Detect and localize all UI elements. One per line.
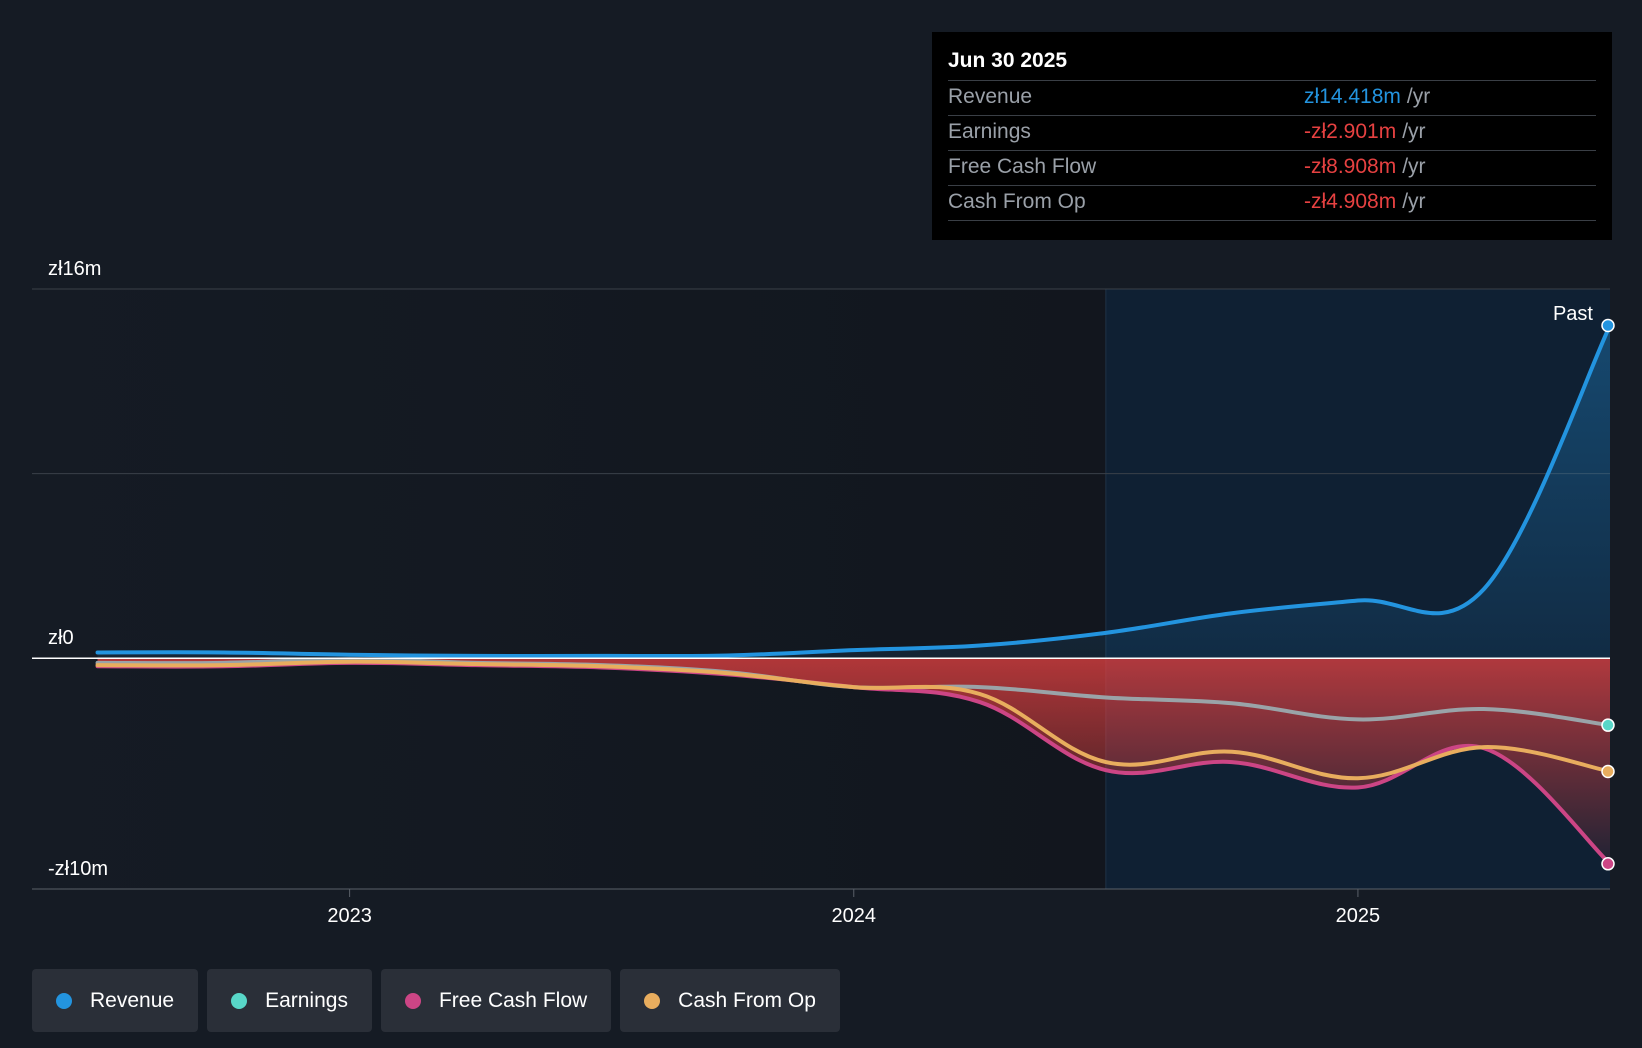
legend-dot-icon <box>56 992 72 1009</box>
revenue-line <box>95 323 1612 659</box>
tooltip-row-cash-from-op: Cash From Op -zł4.908m /yr <box>948 186 1596 221</box>
tooltip-unit: /yr <box>1402 190 1426 213</box>
chart-legend: Revenue Earnings Free Cash Flow Cash Fro… <box>32 969 840 1032</box>
tooltip-unit: /yr <box>1406 85 1431 108</box>
series-lines <box>95 323 1612 866</box>
legend-item-free-cash-flow[interactable]: Free Cash Flow <box>380 969 612 1032</box>
legend-dot-icon <box>644 992 661 1009</box>
tooltip-label: Earnings <box>948 120 1031 143</box>
series-areas <box>97 325 1611 864</box>
y-axis-labels: zł16m zł0 -zł10m <box>48 258 108 880</box>
legend-label: Cash From Op <box>678 988 816 1012</box>
legend-dot-icon <box>404 992 421 1009</box>
tooltip-row-free-cash-flow: Free Cash Flow -zł8.908m /yr <box>948 151 1596 186</box>
free-cash-flow-end-marker <box>1601 857 1615 871</box>
legend-item-revenue[interactable]: Revenue <box>32 969 199 1032</box>
tooltip-value: -zł8.908m <box>1304 155 1397 178</box>
tooltip-value: -zł2.901m <box>1304 120 1397 143</box>
earnings-end-marker <box>1601 718 1615 732</box>
legend-label: Revenue <box>90 988 175 1012</box>
legend-item-earnings[interactable]: Earnings <box>207 969 372 1032</box>
hover-tooltip: Jun 30 2025 Revenue zł14.418m /yr Earnin… <box>932 32 1612 240</box>
tooltip-value: zł14.418m <box>1304 85 1401 108</box>
y-tick-label: zł0 <box>48 627 74 649</box>
legend-dot-icon <box>231 992 248 1009</box>
past-label: Past <box>1553 303 1593 325</box>
tooltip-label: Free Cash Flow <box>948 155 1097 178</box>
x-axis-labels: 2023 2024 2025 <box>327 889 1380 927</box>
tooltip-value: -zł4.908m <box>1304 190 1397 213</box>
cash-from-op-line <box>95 659 1612 781</box>
x-tick-label: 2024 <box>832 905 877 927</box>
cash-from-op-end-marker <box>1601 764 1615 779</box>
x-tick-label: 2023 <box>327 905 372 927</box>
series-end-markers <box>1601 318 1615 871</box>
y-tick-label: -zł10m <box>48 858 108 880</box>
x-tick-label: 2025 <box>1336 905 1381 927</box>
tooltip-label: Revenue <box>948 85 1033 108</box>
legend-label: Free Cash Flow <box>438 988 588 1012</box>
tooltip-date: Jun 30 2025 <box>948 46 1596 81</box>
revenue-end-marker <box>1601 318 1615 333</box>
revenue-area <box>97 325 1611 659</box>
tooltip-label: Cash From Op <box>948 190 1086 213</box>
y-tick-label: zł16m <box>48 258 101 280</box>
legend-item-cash-from-op[interactable]: Cash From Op <box>620 969 840 1032</box>
tooltip-unit: /yr <box>1402 120 1426 143</box>
legend-label: Earnings <box>265 988 348 1012</box>
negative-area <box>97 658 1611 864</box>
tooltip-row-revenue: Revenue zł14.418m /yr <box>948 81 1596 116</box>
tooltip-row-earnings: Earnings -zł2.901m /yr <box>948 116 1596 151</box>
tooltip-unit: /yr <box>1402 155 1426 178</box>
gridlines <box>32 288 1610 890</box>
